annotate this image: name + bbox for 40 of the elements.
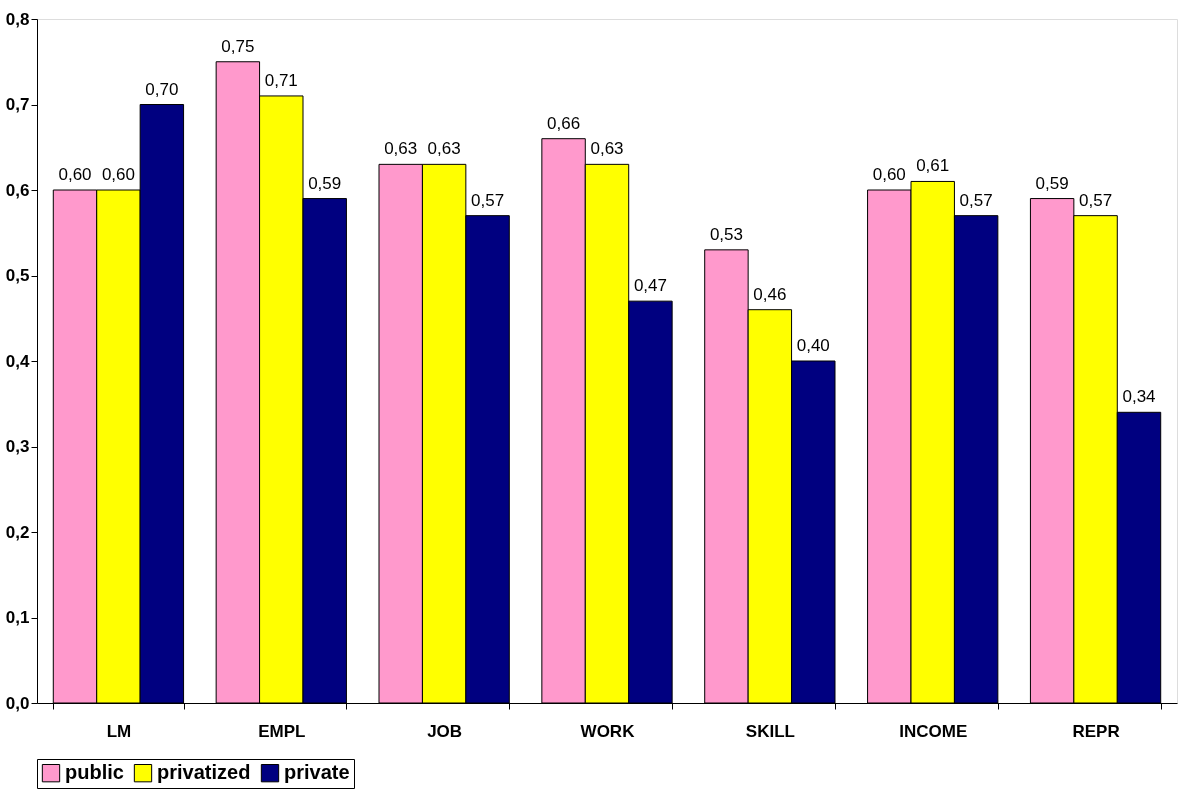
data-label: 0,57 [959, 190, 993, 210]
data-label: 0,61 [916, 156, 950, 176]
y-tick-label: 0,5 [5, 266, 30, 285]
data-label: 0,71 [264, 70, 298, 90]
data-label: 0,63 [427, 139, 461, 159]
data-label: 0,70 [145, 79, 179, 99]
x-tick-label: REPR [1072, 721, 1120, 741]
y-tick-label: 0,1 [5, 608, 30, 627]
data-label: 0,57 [1079, 190, 1113, 210]
data-label: 0,60 [58, 165, 92, 184]
data-label: 0,75 [221, 36, 255, 56]
x-tick-label: WORK [580, 721, 636, 741]
data-label: 0,59 [308, 173, 342, 193]
data-label: 0,57 [471, 190, 505, 210]
data-label: 0,60 [101, 165, 135, 184]
data-label: 0,66 [547, 113, 581, 133]
y-tick-label: 0,6 [5, 180, 30, 200]
data-label: 0,63 [384, 139, 418, 159]
y-tick-label: 0,7 [5, 95, 30, 114]
y-tick-label: 0,2 [5, 522, 30, 542]
y-tick-label: 0,8 [5, 9, 30, 29]
data-label: 0,60 [872, 165, 906, 184]
data-label: 0,46 [753, 284, 787, 304]
data-label: 0,34 [1122, 387, 1156, 407]
x-tick-label: INCOME [899, 721, 968, 741]
legend-label: privatized [157, 761, 251, 784]
data-label: 0,53 [709, 224, 743, 244]
data-label: 0,59 [1035, 173, 1069, 193]
data-label: 0,63 [590, 139, 624, 159]
data-label: 0,47 [633, 276, 667, 296]
data-label: 0,40 [796, 336, 830, 355]
x-tick-label: EMPL [258, 721, 306, 741]
x-tick-label: LM [106, 721, 132, 741]
y-tick-label: 0,0 [5, 693, 30, 713]
x-tick-label: SKILL [745, 721, 795, 741]
y-tick-label: 0,3 [5, 437, 30, 456]
legend-label: public [65, 761, 124, 784]
legend-label: private [284, 761, 350, 784]
x-tick-label: JOB [427, 721, 463, 741]
y-tick-label: 0,4 [5, 351, 31, 371]
